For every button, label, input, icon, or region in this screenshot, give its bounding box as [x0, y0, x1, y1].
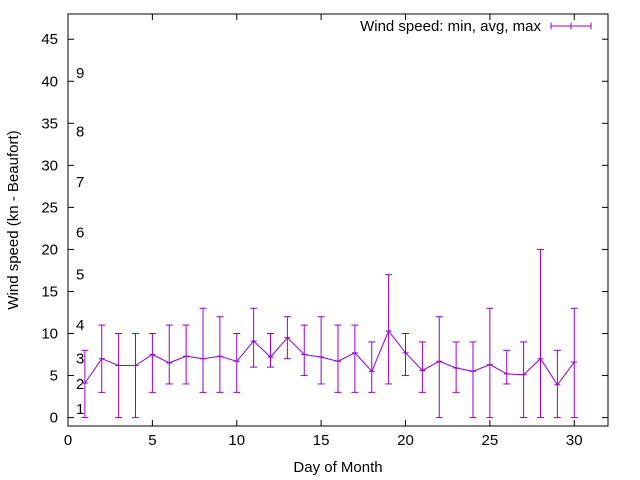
y-tick-label: 20 [41, 241, 58, 258]
x-tick-label: 15 [313, 432, 330, 449]
legend-sample [550, 22, 592, 30]
error-bars [81, 248, 578, 419]
series-points [81, 330, 578, 386]
x-tick-label: 0 [64, 432, 72, 449]
series-line [84, 330, 575, 386]
beaufort-label: 9 [76, 65, 84, 82]
y-tick-label: 0 [50, 410, 58, 427]
x-tick-label: 30 [566, 432, 583, 449]
beaufort-label: 6 [76, 225, 84, 242]
y-tick-label: 45 [41, 31, 58, 48]
x-axis-ticks: 0 5 10 15 20 25 30 [64, 14, 583, 449]
x-tick-label: 5 [148, 432, 156, 449]
x-axis-title: Day of Month [293, 459, 382, 476]
beaufort-label: 1 [76, 401, 84, 418]
y-axis-title: Wind speed (kn - Beaufort) [5, 130, 22, 309]
legend-label: Wind speed: min, avg, max [360, 18, 541, 35]
beaufort-label: 8 [76, 124, 84, 141]
x-tick-label: 10 [228, 432, 245, 449]
y-tick-label: 40 [41, 73, 58, 90]
y-tick-label: 10 [41, 326, 58, 343]
y-tick-label: 35 [41, 115, 58, 132]
beaufort-label: 4 [76, 317, 84, 334]
beaufort-labels: 1 2 3 4 5 6 7 8 9 [76, 65, 84, 418]
y-tick-label: 25 [41, 199, 58, 216]
x-tick-label: 25 [482, 432, 499, 449]
x-tick-label: 20 [397, 432, 414, 449]
y-tick-label: 15 [41, 283, 58, 300]
y-tick-label: 5 [50, 368, 58, 385]
plot-frame [67, 13, 609, 427]
y-tick-label: 30 [41, 157, 58, 174]
beaufort-label: 2 [76, 376, 84, 393]
legend: Wind speed: min, avg, max [360, 18, 592, 35]
beaufort-label: 3 [76, 351, 84, 368]
beaufort-label: 7 [76, 174, 84, 191]
beaufort-label: 5 [76, 267, 84, 284]
